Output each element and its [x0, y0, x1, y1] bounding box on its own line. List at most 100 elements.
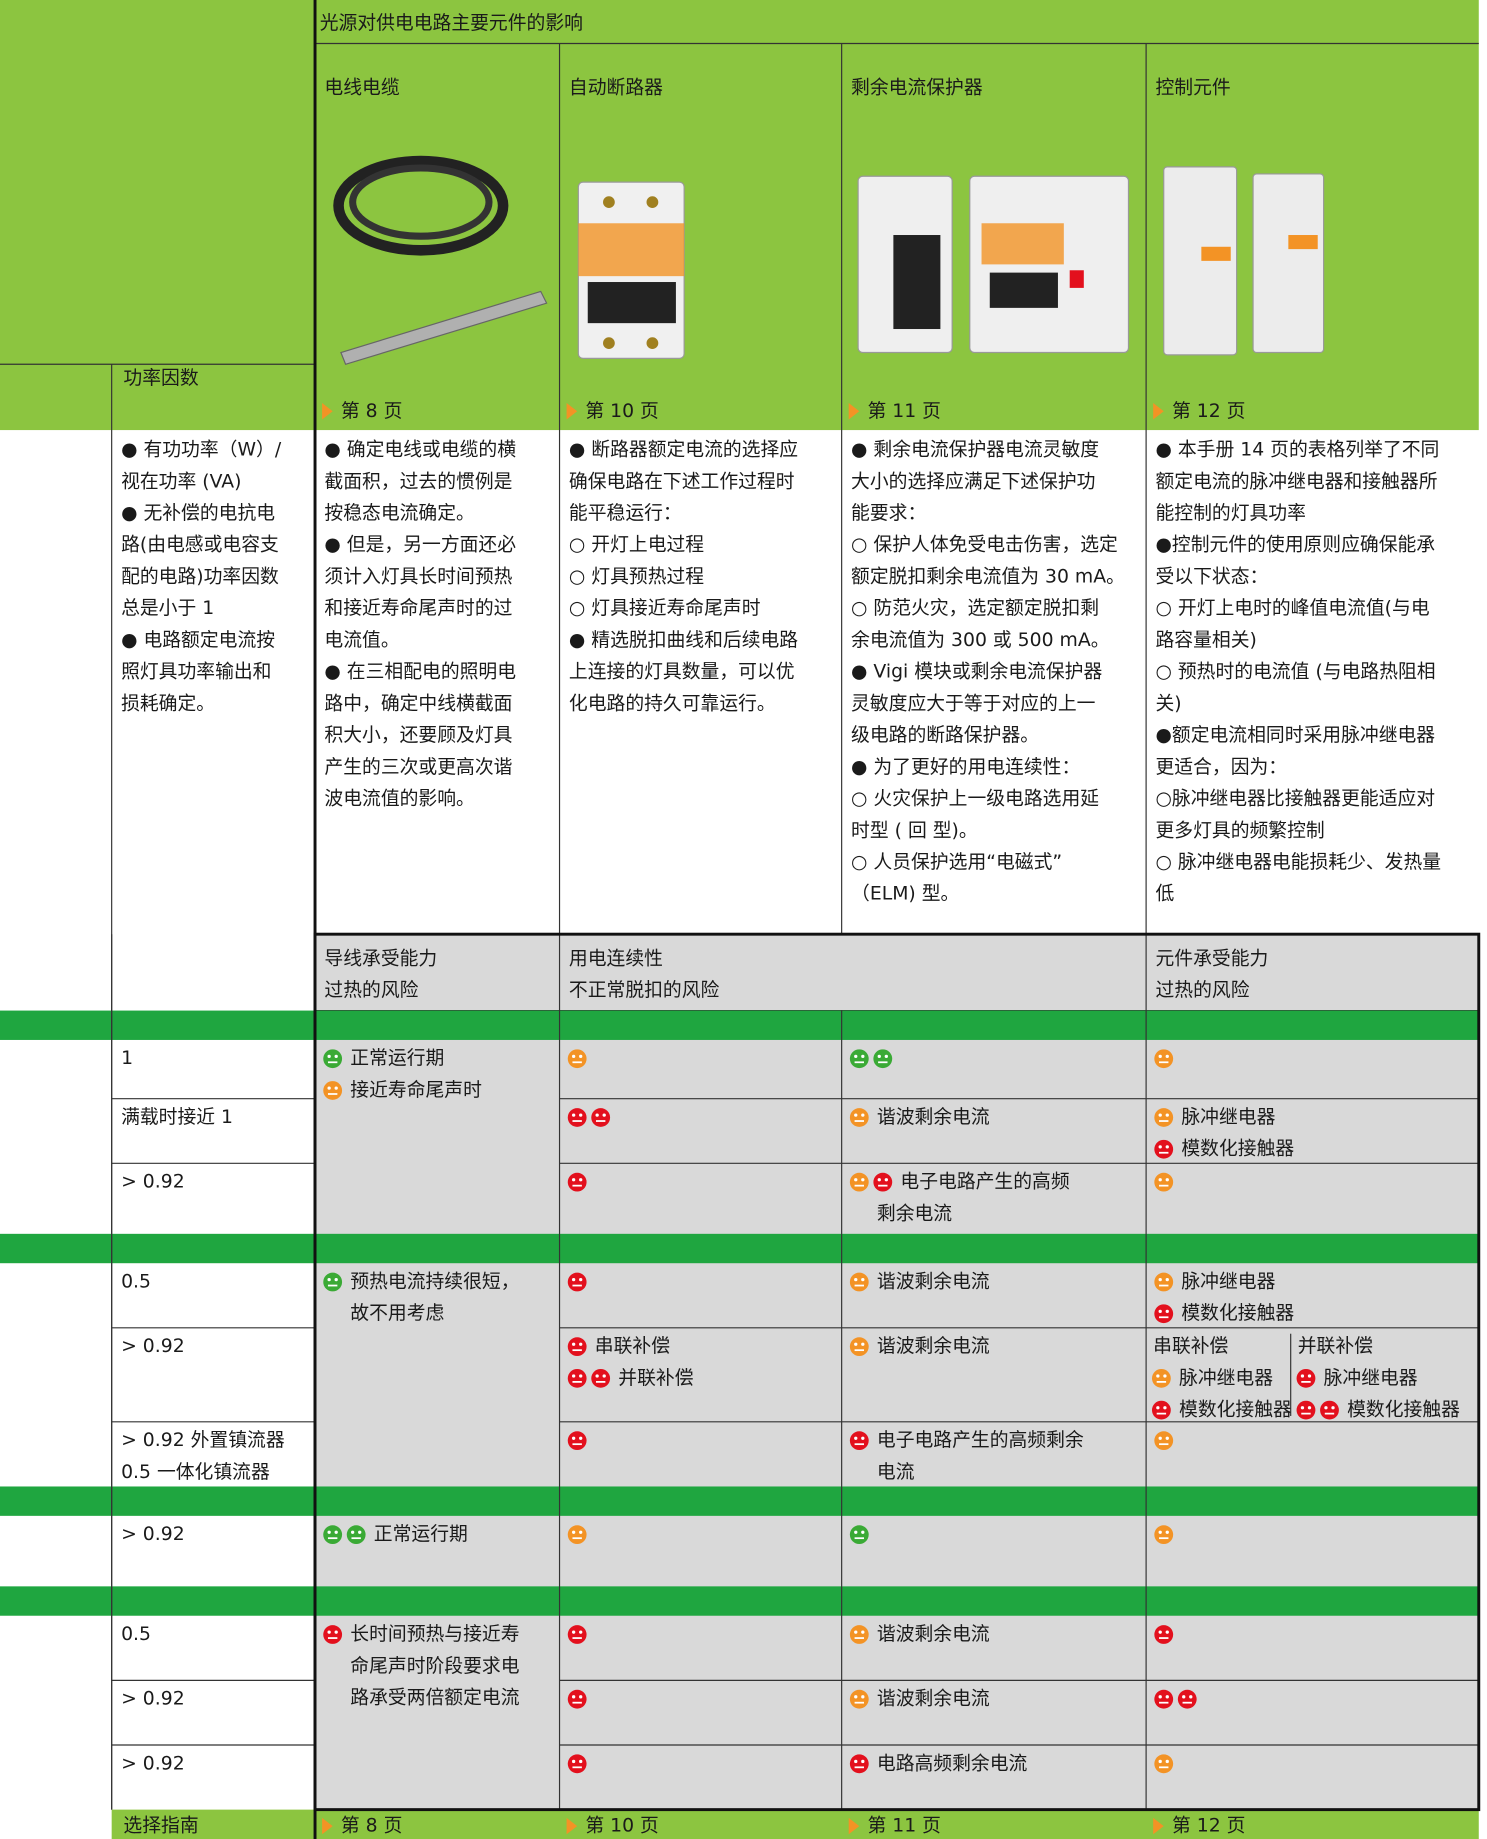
description-line: 更多灯具的频繁控制: [1156, 819, 1325, 841]
icon-eye: [1300, 1374, 1305, 1378]
description-line: 灵敏度应大于等于对应的上一: [851, 692, 1096, 714]
description-line: 余电流值为 300 或 500 mA。: [851, 629, 1109, 651]
description-line: ○ 人员保护选用“电磁式”: [851, 851, 1062, 873]
cell-text: 并联补偿: [618, 1367, 693, 1389]
icon-eye: [1165, 1530, 1169, 1534]
icon-eye: [861, 1695, 865, 1699]
description-line: 配的电路)功率因数: [121, 565, 279, 587]
icon-eye: [1163, 1406, 1167, 1410]
rating-icon: [567, 1625, 587, 1644]
icon-eye: [854, 1178, 858, 1182]
cell-text: 脉冲继电器: [1181, 1106, 1275, 1128]
icon-eye: [334, 1278, 338, 1282]
description-line: 大小的选择应满足下述保护功: [851, 470, 1095, 492]
icon-eye: [579, 1278, 583, 1282]
rating-icon: [849, 1754, 869, 1774]
cell-text: 谐波剩余电流: [877, 1623, 990, 1645]
cell-text: 谐波剩余电流: [877, 1335, 990, 1357]
description-line: 按稳态电流确定。: [324, 502, 474, 524]
cell-text: 剩余电流: [877, 1202, 952, 1224]
cell-text: 正常运行期: [374, 1523, 468, 1545]
column-title: 控制元件: [1156, 77, 1231, 99]
rating-icon: [1154, 1431, 1174, 1451]
icon-eye: [854, 1759, 858, 1764]
description-line: ○ 保护人体免受电击伤害，选定: [851, 534, 1118, 556]
description-line: 低: [1156, 883, 1175, 905]
icon-eye: [579, 1342, 583, 1346]
icon-eye: [1165, 1630, 1169, 1634]
description-line: ○ 开灯上电时的峰值电流值(与电: [1156, 597, 1430, 619]
rating-icon: [1154, 1108, 1174, 1127]
icon-eye: [571, 1374, 576, 1378]
icon-eye: [327, 1086, 331, 1090]
description-line: ● 电路额定电流按: [121, 629, 275, 651]
description-line: 视在功率 (VA): [121, 470, 241, 492]
icon-eye: [1165, 1113, 1169, 1117]
column-page: 第 12 页: [1172, 400, 1245, 422]
arrow-icon: [566, 1817, 578, 1835]
column-page: 第 10 页: [585, 400, 658, 422]
power-factor: > 0.92: [121, 1172, 185, 1193]
description-line: ○ 防范火灾，选定额定脱扣剩: [851, 597, 1099, 619]
description-line: 积大小，还要顾及灯具: [324, 724, 512, 746]
cell-text: 模数化接触器: [1179, 1399, 1292, 1421]
footer-page: 第 10 页: [585, 1815, 658, 1837]
rating-icon: [323, 1081, 343, 1100]
rating-icon: [323, 1525, 343, 1545]
icon-eye: [861, 1178, 865, 1182]
icon-eye: [1158, 1436, 1162, 1440]
icon-eye: [854, 1054, 858, 1059]
icon-eye: [1158, 1759, 1162, 1764]
rating-icon: [849, 1525, 869, 1545]
description-line: ● Vigi 模块或剩余电流保护器: [851, 661, 1102, 683]
description-line: 时型 ( 回 型)。: [851, 819, 978, 841]
cell-text: 谐波剩余电流: [877, 1271, 990, 1293]
icon-eye: [861, 1759, 865, 1764]
arrow-icon: [848, 1817, 860, 1835]
footer-band: [111, 1809, 1479, 1839]
rating-icon: [1177, 1689, 1197, 1709]
icon-eye: [884, 1178, 888, 1182]
description-line: ● 确定电线或电缆的横: [324, 439, 516, 461]
description-line: ●额定电流相同时采用脉冲继电器: [1156, 724, 1436, 746]
description-line: 能控制的灯具功率: [1156, 502, 1306, 524]
rating-icon: [1296, 1368, 1316, 1388]
description-line: 波电流值的影响。: [324, 788, 474, 810]
rating-icon: [849, 1049, 869, 1069]
cell-text: 脉冲继电器: [1181, 1271, 1275, 1293]
description-line: 化电路的持久可靠运行。: [569, 692, 776, 714]
cell-text: 模数化接触器: [1181, 1138, 1294, 1160]
icon-eye: [854, 1436, 858, 1440]
description-line: 电流值。: [324, 629, 399, 651]
footer-page: 第 12 页: [1172, 1815, 1245, 1837]
rating-icon: [567, 1754, 587, 1774]
icon-eye: [579, 1113, 583, 1117]
icon-eye: [351, 1530, 355, 1534]
rating-icon: [873, 1049, 893, 1069]
rating-icon: [567, 1431, 587, 1451]
cell-text: 路承受两倍额定电流: [350, 1686, 519, 1708]
icon-eye: [579, 1695, 583, 1699]
icon-eye: [1165, 1278, 1169, 1282]
icon-eye: [358, 1530, 362, 1534]
rating-icon: [323, 1049, 343, 1069]
rating-icon: [567, 1272, 587, 1292]
risk-header: 不正常脱扣的风险: [569, 979, 720, 1001]
icon-eye: [861, 1113, 865, 1117]
icon-eye: [571, 1530, 576, 1534]
rating-icon: [849, 1172, 869, 1192]
description-line: ○脉冲继电器比接触器更能适应对: [1156, 788, 1436, 810]
rcd-picture: [857, 175, 1130, 354]
group-band: [0, 1586, 1479, 1616]
power-factor: 0.5 一体化镇流器: [121, 1461, 270, 1483]
rating-icon: [1154, 1754, 1174, 1774]
rating-icon: [849, 1337, 869, 1357]
arrow-icon: [1153, 403, 1164, 420]
arrow-icon: [848, 403, 860, 420]
cell-text: 谐波剩余电流: [877, 1688, 990, 1710]
power-factor: 满载时接近 1: [121, 1106, 233, 1128]
group-band: [0, 1010, 1479, 1040]
cable-picture: [333, 155, 548, 365]
description-line: 额定电流的脉冲继电器和接触器所: [1156, 470, 1438, 492]
icon-eye: [579, 1759, 583, 1764]
